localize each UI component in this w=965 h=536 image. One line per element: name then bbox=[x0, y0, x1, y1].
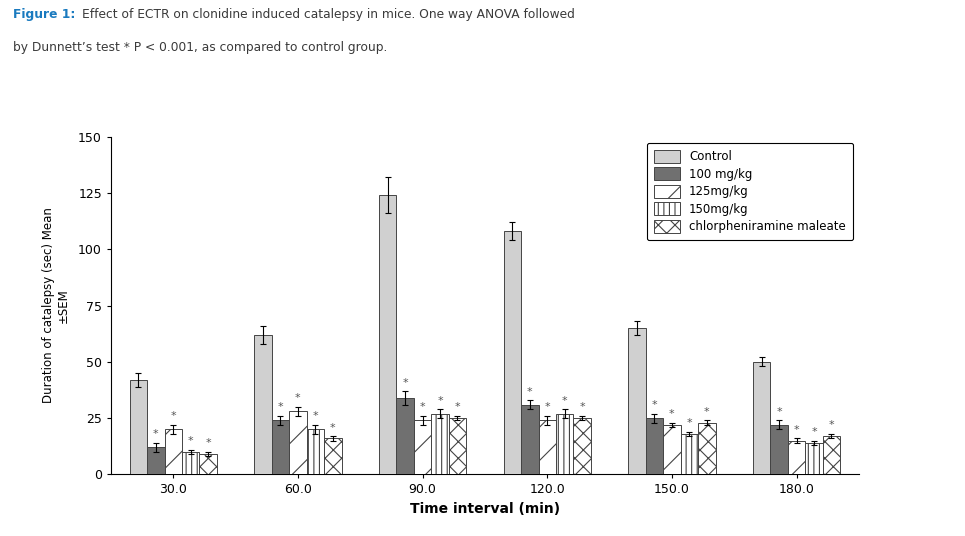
Bar bbox=[646, 418, 663, 474]
Bar bbox=[200, 454, 217, 474]
Bar bbox=[307, 429, 324, 474]
Text: *: * bbox=[829, 420, 834, 430]
Text: *: * bbox=[527, 386, 533, 397]
Text: *: * bbox=[579, 403, 585, 413]
Bar bbox=[129, 380, 147, 474]
Bar bbox=[290, 411, 307, 474]
Bar bbox=[787, 441, 805, 474]
Text: *: * bbox=[153, 429, 158, 440]
Bar bbox=[379, 195, 397, 474]
Bar bbox=[431, 414, 449, 474]
Bar bbox=[255, 335, 272, 474]
Bar bbox=[680, 434, 698, 474]
Bar bbox=[538, 420, 556, 474]
Bar bbox=[556, 414, 573, 474]
Text: *: * bbox=[776, 407, 782, 417]
Bar bbox=[823, 436, 841, 474]
Bar bbox=[449, 418, 466, 474]
Text: *: * bbox=[455, 403, 460, 413]
Text: *: * bbox=[794, 425, 799, 435]
Text: *: * bbox=[206, 438, 211, 449]
Text: Effect of ECTR on clonidine induced catalepsy in mice. One way ANOVA followed: Effect of ECTR on clonidine induced cata… bbox=[82, 8, 575, 21]
Bar bbox=[573, 418, 591, 474]
Bar bbox=[504, 231, 521, 474]
Text: *: * bbox=[330, 423, 336, 433]
Text: *: * bbox=[171, 412, 176, 421]
X-axis label: Time interval (min): Time interval (min) bbox=[410, 502, 560, 516]
Text: *: * bbox=[669, 409, 675, 419]
Text: *: * bbox=[686, 418, 692, 428]
Bar bbox=[414, 420, 431, 474]
Bar bbox=[165, 429, 182, 474]
Text: *: * bbox=[704, 407, 709, 417]
Text: Figure 1:: Figure 1: bbox=[13, 8, 75, 21]
Text: *: * bbox=[437, 396, 443, 406]
Text: *: * bbox=[278, 403, 284, 413]
Bar bbox=[753, 362, 770, 474]
Bar bbox=[272, 420, 290, 474]
Bar bbox=[324, 438, 342, 474]
Text: *: * bbox=[544, 403, 550, 413]
Text: *: * bbox=[812, 427, 816, 437]
Text: *: * bbox=[402, 378, 408, 388]
Y-axis label: Duration of catalepsy (sec) Mean
±SEM: Duration of catalepsy (sec) Mean ±SEM bbox=[41, 207, 69, 404]
Bar bbox=[147, 448, 165, 474]
Bar bbox=[770, 425, 787, 474]
Text: *: * bbox=[420, 403, 426, 413]
Text: by Dunnett’s test * P < 0.001, as compared to control group.: by Dunnett’s test * P < 0.001, as compar… bbox=[13, 41, 387, 54]
Bar bbox=[182, 452, 200, 474]
Text: *: * bbox=[562, 396, 567, 406]
Bar bbox=[663, 425, 680, 474]
Bar bbox=[805, 443, 823, 474]
Bar bbox=[521, 405, 538, 474]
Text: *: * bbox=[313, 412, 318, 421]
Text: *: * bbox=[295, 393, 301, 404]
Text: *: * bbox=[651, 400, 657, 410]
Bar bbox=[397, 398, 414, 474]
Bar bbox=[628, 328, 646, 474]
Bar bbox=[698, 422, 715, 474]
Legend: Control, 100 mg/kg, 125mg/kg, 150mg/kg, chlorpheniramine maleate: Control, 100 mg/kg, 125mg/kg, 150mg/kg, … bbox=[647, 143, 853, 240]
Text: *: * bbox=[188, 436, 194, 446]
